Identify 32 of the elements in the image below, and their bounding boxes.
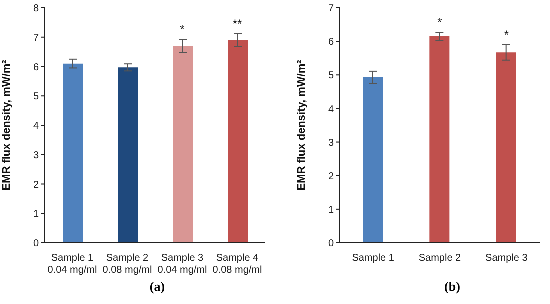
y-axis-title: EMR flux density, mW/m² [1, 60, 13, 191]
y-tick-label: 1 [328, 204, 334, 216]
annotation: * [180, 22, 186, 37]
y-tick-label: 1 [33, 209, 40, 220]
x-tick-label: Sample 4 0.08 mg/ml [212, 253, 262, 276]
y-tick-label: 2 [328, 171, 334, 182]
x-tick-label: Sample 1 0.04 mg/ml [48, 253, 98, 276]
x-tick-label: Sample 3 0.04 mg/ml [158, 253, 208, 276]
annotation: * [504, 28, 510, 42]
y-tick-label: 6 [33, 62, 40, 74]
y-tick-label: 0 [328, 238, 334, 250]
text: (a) [148, 279, 166, 295]
y-tick-label: 5 [33, 92, 40, 103]
text: (b) [444, 279, 462, 295]
y-tick-label: 3 [328, 138, 334, 149]
y-tick-label: 7 [33, 32, 40, 44]
y-tick-label: 0 [33, 238, 40, 250]
y-tick-label: 7 [328, 4, 334, 15]
annotation: * [438, 16, 443, 30]
x-tick-label: Sample 3 [486, 253, 528, 264]
y-tick-label: 4 [33, 121, 40, 132]
y-axis-title: EMR flux density, mW/m² [296, 60, 308, 191]
y-tick-label: 2 [33, 180, 40, 191]
y-tick-label: 6 [328, 37, 334, 48]
x-tick-label: Sample 2 0.08 mg/ml [102, 253, 152, 276]
y-tick-label: 4 [328, 104, 334, 116]
y-tick-label: 3 [33, 150, 40, 162]
x-tick-label: Sample 1 [352, 253, 395, 264]
y-tick-label: 5 [328, 70, 334, 82]
x-tick-label: Sample 2 [418, 253, 462, 264]
annotation: ** [232, 16, 242, 31]
y-tick-label: 8 [33, 4, 40, 15]
